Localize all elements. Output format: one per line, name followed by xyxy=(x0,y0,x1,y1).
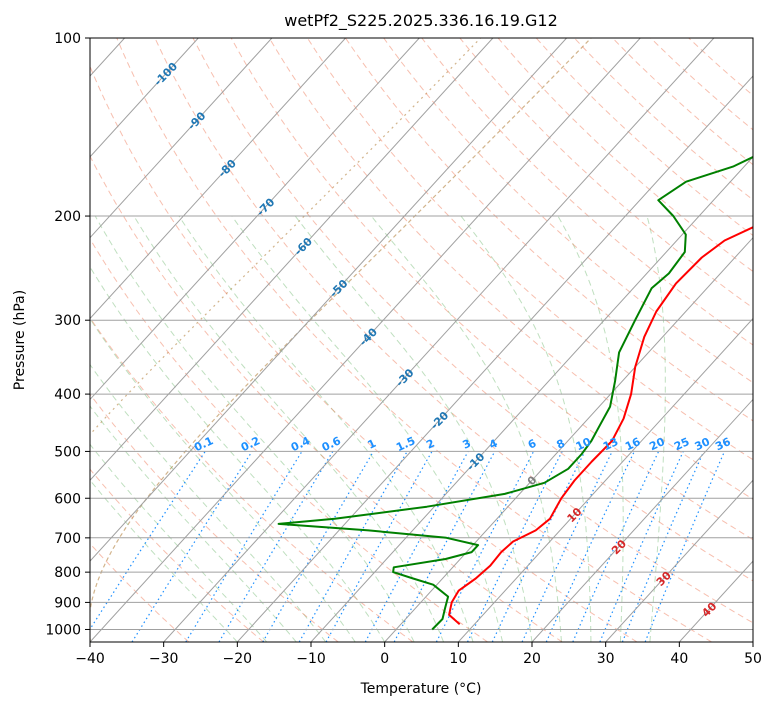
moist-adiabat xyxy=(94,215,415,642)
x-tick-label: −30 xyxy=(149,651,179,667)
moist-adiabat xyxy=(90,479,238,642)
moist-adiabat xyxy=(370,215,562,642)
dewpoint-line xyxy=(277,155,753,631)
mixing-ratio-lines xyxy=(90,451,726,642)
x-tick-label: 20 xyxy=(523,651,541,667)
mixing-ratio-label: 20 xyxy=(647,435,667,453)
mixing-ratio-line xyxy=(521,451,613,642)
moist-adiabat xyxy=(133,215,445,642)
plot-frame xyxy=(89,37,754,643)
dry-adiabat xyxy=(90,468,264,642)
dry-adiabat xyxy=(192,38,753,582)
sounding-profiles xyxy=(277,155,753,631)
y-tick-label: 400 xyxy=(54,387,81,403)
dry-adiabat xyxy=(90,237,488,642)
mixing-ratio-line xyxy=(218,451,334,642)
dry-adiabat xyxy=(345,38,753,422)
isotherm xyxy=(90,38,567,562)
tan-curve xyxy=(90,38,592,642)
isotherm xyxy=(236,75,753,642)
mixing-ratio-label: 16 xyxy=(623,435,643,453)
x-axis-label: Temperature (°C) xyxy=(360,681,482,697)
dry-adiabat xyxy=(268,38,753,500)
dry-adiabat xyxy=(230,38,753,541)
mixing-ratio-line xyxy=(185,451,303,642)
moist-adiabat xyxy=(460,215,592,642)
x-tick-label: −10 xyxy=(296,651,326,667)
moist-adiabat xyxy=(90,405,297,642)
moist-adiabat xyxy=(646,215,666,642)
isotherm xyxy=(163,38,715,642)
mixing-ratio-line xyxy=(364,451,469,642)
isotherm xyxy=(90,38,273,239)
isotherm xyxy=(384,236,753,642)
skewed-isotherms xyxy=(90,38,753,642)
mixing-ratio-line xyxy=(545,451,635,642)
tan-curves xyxy=(90,38,592,642)
x-axis-ticks: −40 −30 −20 −10 0 10 20 30 40 50 xyxy=(75,642,762,667)
moist-adiabat xyxy=(90,317,356,642)
x-tick-label: 50 xyxy=(744,651,762,667)
dry-adiabat xyxy=(116,38,712,642)
y-tick-label: 100 xyxy=(54,31,81,47)
x-tick-label: −40 xyxy=(75,651,105,667)
dry-adiabat xyxy=(90,542,190,642)
moist-adiabat xyxy=(231,215,503,642)
isotherm xyxy=(531,398,753,642)
chart-title: wetPf2_S225.2025.336.16.19.G12 xyxy=(284,11,558,31)
isotherm xyxy=(90,38,199,158)
isotherm xyxy=(310,156,753,642)
isotherm xyxy=(90,38,641,642)
dry-adiabat xyxy=(154,38,753,624)
isotherm xyxy=(90,38,494,482)
y-tick-label: 900 xyxy=(54,595,81,611)
mixing-ratio-labels: 0.1 0.2 0.4 0.6 1 1.5 2 3 4 6 8 10 13 16 20 25 30 36 xyxy=(192,434,733,454)
y-axis-ticks: 100 200 300 400 500 600 700 800 900 1000 xyxy=(45,31,90,638)
moist-adiabat xyxy=(90,443,268,642)
mixing-ratio-label: 13 xyxy=(601,435,620,453)
mixing-ratio-label: 30 xyxy=(693,435,713,453)
y-tick-label: 600 xyxy=(54,491,81,507)
x-tick-label: −20 xyxy=(223,651,253,667)
moist-adiabat xyxy=(557,215,624,642)
mixing-ratio-line xyxy=(90,451,206,631)
mixing-ratio-label: 25 xyxy=(672,435,691,453)
y-axis-label: Pressure (hPa) xyxy=(12,290,28,390)
dry-adiabats xyxy=(90,38,753,642)
isotherm xyxy=(90,38,346,320)
dry-adiabat xyxy=(306,38,753,461)
y-tick-label: 500 xyxy=(54,444,81,460)
x-tick-label: 0 xyxy=(380,651,389,667)
moist-adiabat xyxy=(90,266,386,642)
x-tick-label: 40 xyxy=(670,651,688,667)
isotherm xyxy=(90,38,420,401)
y-tick-label: 800 xyxy=(54,565,81,581)
mixing-ratio-label: 10 xyxy=(574,435,594,453)
y-tick-label: 200 xyxy=(54,209,81,225)
dry-adiabat xyxy=(90,155,563,642)
mixing-ratio-line xyxy=(466,451,563,642)
temperature-line xyxy=(448,226,753,626)
y-tick-label: 1000 xyxy=(45,622,81,638)
y-tick-label: 300 xyxy=(54,313,81,329)
isotherm xyxy=(605,479,753,642)
mixing-ratio-label: 36 xyxy=(713,435,733,453)
isotherm xyxy=(457,317,753,642)
mixing-ratio-line xyxy=(131,451,253,642)
y-tick-label: 700 xyxy=(54,531,81,547)
x-tick-label: 30 xyxy=(597,651,615,667)
moist-adiabats xyxy=(90,215,666,642)
pressure-gridlines xyxy=(90,38,753,630)
dry-adiabat xyxy=(90,393,339,642)
x-tick-label: 10 xyxy=(449,651,467,667)
